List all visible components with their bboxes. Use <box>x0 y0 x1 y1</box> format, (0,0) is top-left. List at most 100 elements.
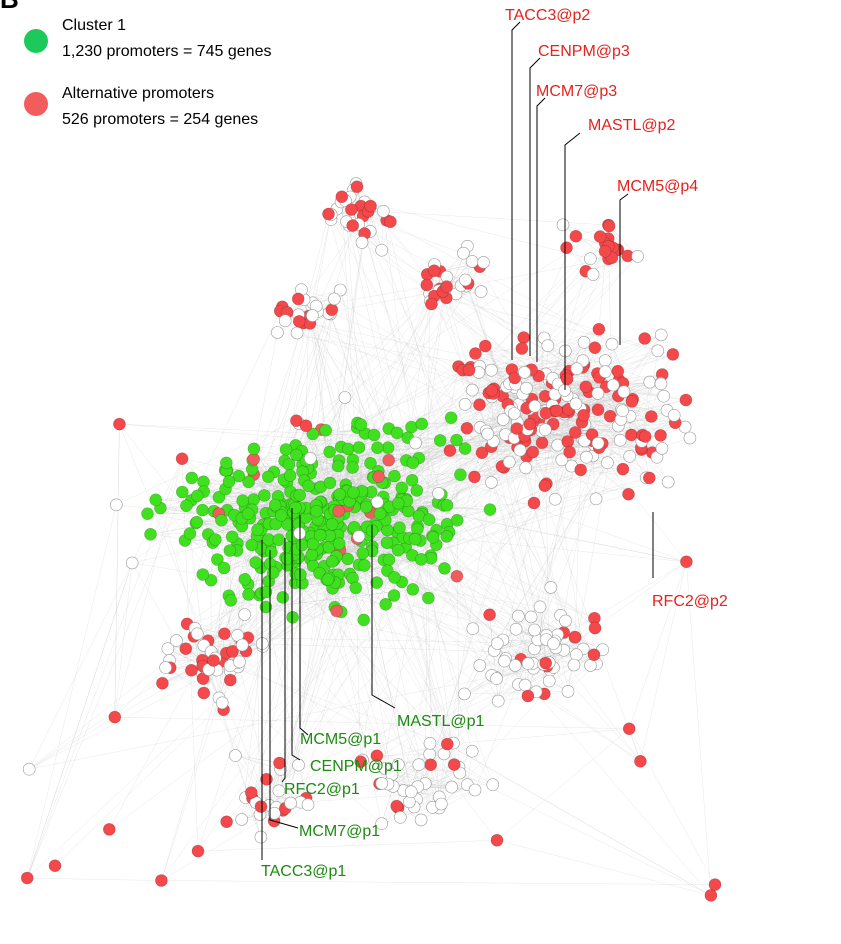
edge <box>304 353 476 460</box>
node <box>538 423 552 437</box>
node <box>191 627 204 641</box>
node <box>548 492 562 506</box>
node <box>229 749 242 762</box>
node <box>475 446 489 460</box>
node <box>364 456 377 470</box>
edge <box>421 789 476 821</box>
node <box>458 397 472 411</box>
edge <box>313 552 499 702</box>
node <box>364 199 377 213</box>
node <box>561 685 575 698</box>
node <box>226 645 239 658</box>
leader-line <box>269 550 299 829</box>
edge <box>245 797 262 838</box>
node <box>457 246 470 260</box>
edge <box>300 587 356 803</box>
node <box>574 463 588 477</box>
node <box>638 430 652 443</box>
node <box>242 588 255 601</box>
node <box>224 594 238 607</box>
node <box>474 285 488 298</box>
leader-line <box>529 57 541 356</box>
node <box>481 427 495 441</box>
edge <box>245 255 628 652</box>
edge <box>481 422 583 453</box>
node <box>330 604 343 618</box>
node <box>477 256 490 269</box>
node <box>370 576 384 589</box>
node <box>473 659 487 672</box>
node <box>212 490 226 504</box>
node <box>651 344 665 358</box>
node <box>414 813 428 827</box>
edge <box>439 271 554 668</box>
legend-swatch <box>24 29 48 53</box>
edge <box>489 614 550 663</box>
node <box>680 555 693 569</box>
node <box>468 470 481 484</box>
node <box>238 572 252 586</box>
edge <box>216 213 329 671</box>
node <box>623 449 637 463</box>
edge <box>311 315 355 508</box>
node <box>667 408 681 422</box>
node <box>224 673 237 687</box>
node <box>323 476 337 490</box>
node <box>617 385 631 399</box>
node <box>591 403 605 417</box>
edge <box>494 639 538 651</box>
node <box>274 509 288 522</box>
legend-label: Alternative promoters <box>62 85 214 102</box>
node <box>370 495 384 509</box>
node <box>295 538 309 552</box>
edge <box>498 616 532 702</box>
edge <box>407 437 440 797</box>
node <box>306 537 320 551</box>
node <box>278 314 292 328</box>
node <box>232 469 246 483</box>
edge <box>119 424 214 661</box>
edge <box>274 427 412 814</box>
edge <box>545 429 550 663</box>
node <box>550 404 563 418</box>
node <box>155 874 168 887</box>
node <box>622 722 636 736</box>
node <box>679 393 693 407</box>
node <box>450 433 463 447</box>
node <box>350 180 364 193</box>
node <box>538 479 552 493</box>
node <box>333 283 347 297</box>
legend-detail: 1,230 promoters = 745 genes <box>62 43 271 60</box>
edge <box>285 493 363 809</box>
node <box>254 800 268 813</box>
node <box>644 410 658 423</box>
node <box>405 473 419 487</box>
edge <box>328 577 382 824</box>
edge <box>116 420 297 505</box>
node <box>370 749 384 763</box>
edge <box>170 645 204 668</box>
node <box>235 813 248 826</box>
node <box>414 553 428 566</box>
edge <box>447 728 630 745</box>
node <box>568 630 582 644</box>
node <box>197 686 211 700</box>
node <box>358 559 371 572</box>
node <box>567 658 581 672</box>
edge <box>29 666 548 770</box>
node <box>276 591 290 604</box>
node <box>402 504 415 518</box>
node <box>473 398 486 412</box>
edge <box>417 439 584 530</box>
node <box>321 573 335 586</box>
node <box>346 461 359 474</box>
edge <box>235 755 299 766</box>
node <box>379 597 393 611</box>
node <box>460 421 474 435</box>
edge <box>309 323 389 448</box>
node <box>555 453 569 467</box>
node <box>175 452 189 466</box>
node <box>325 517 339 531</box>
edge <box>496 840 711 896</box>
